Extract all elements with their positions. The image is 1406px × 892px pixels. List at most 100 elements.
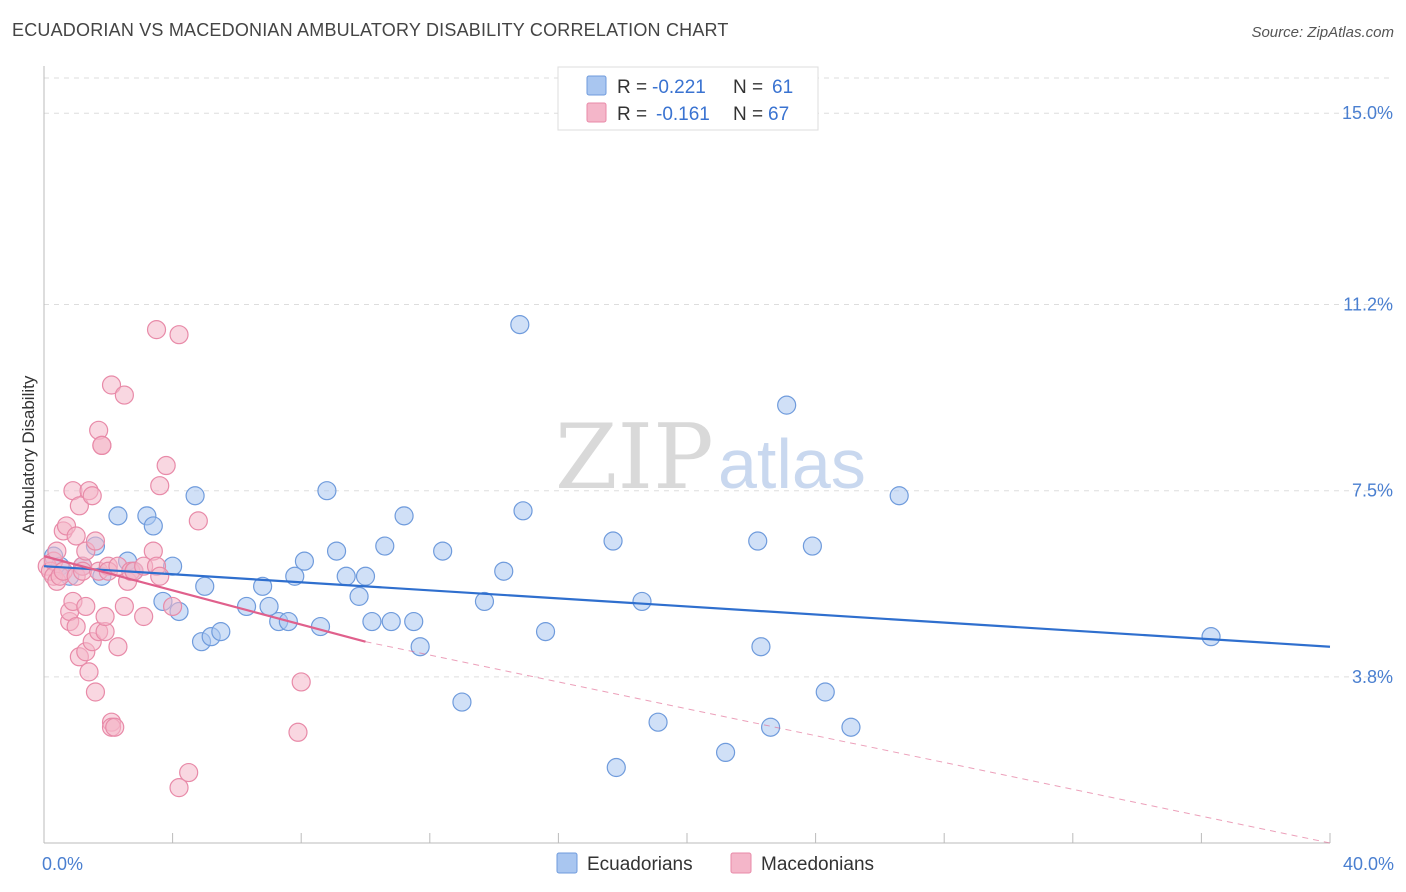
trend-line-ecuadorians bbox=[43, 565, 1331, 648]
legend-n-value-macedonians: 67 bbox=[768, 104, 789, 125]
point-ecuadorians bbox=[404, 611, 424, 632]
watermark-zip: ZIP bbox=[555, 405, 714, 510]
point-macedonians bbox=[82, 486, 102, 506]
legend-bottom: Ecuadorians Macedonians bbox=[556, 852, 874, 875]
point-ecuadorians bbox=[802, 536, 822, 556]
point-macedonians bbox=[163, 596, 183, 617]
legend-bottom-label-macedonians: Macedonians bbox=[761, 854, 874, 875]
point-macedonians bbox=[76, 596, 96, 617]
point-ecuadorians bbox=[452, 692, 472, 712]
y-tick-label: 3.8% bbox=[1352, 667, 1393, 687]
legend-swatch-macedonians bbox=[586, 102, 607, 123]
trend-line-macedonians bbox=[43, 555, 366, 643]
point-ecuadorians bbox=[889, 486, 909, 506]
point-macedonians bbox=[66, 526, 86, 546]
point-macedonians bbox=[114, 596, 134, 617]
point-ecuadorians bbox=[381, 611, 401, 632]
legend-r-label-ecuadorians: R = bbox=[617, 77, 647, 98]
point-macedonians bbox=[150, 566, 170, 586]
point-ecuadorians bbox=[751, 637, 771, 657]
point-macedonians bbox=[92, 435, 112, 456]
point-ecuadorians bbox=[648, 712, 668, 732]
point-ecuadorians bbox=[253, 576, 273, 596]
point-ecuadorians bbox=[349, 586, 369, 606]
point-ecuadorians bbox=[310, 616, 331, 637]
y-tick-label: 7.5% bbox=[1352, 481, 1393, 501]
point-ecuadorians bbox=[474, 591, 495, 612]
point-macedonians bbox=[108, 637, 128, 657]
point-ecuadorians bbox=[841, 717, 861, 737]
point-macedonians bbox=[69, 496, 89, 516]
legend-n-label-ecuadorians: N = bbox=[733, 77, 763, 98]
x-tick-label-min: 0.0% bbox=[42, 854, 83, 874]
trend-lines bbox=[43, 555, 1331, 844]
point-macedonians bbox=[288, 722, 308, 742]
point-ecuadorians bbox=[510, 315, 530, 335]
point-macedonians bbox=[101, 375, 122, 395]
gridlines bbox=[44, 77, 1394, 678]
point-macedonians bbox=[85, 682, 106, 702]
y-tick-label: 15.0% bbox=[1342, 103, 1393, 123]
point-ecuadorians bbox=[748, 531, 768, 551]
point-ecuadorians bbox=[108, 506, 128, 526]
point-ecuadorians bbox=[632, 591, 652, 612]
y-tick-label: 11.2% bbox=[1343, 294, 1393, 314]
y-axis-title: Ambulatory Disability bbox=[19, 375, 38, 534]
point-macedonians bbox=[79, 662, 99, 682]
point-ecuadorians bbox=[494, 561, 514, 581]
point-ecuadorians bbox=[394, 506, 414, 526]
point-ecuadorians bbox=[410, 637, 430, 657]
legend-r-value-ecuadorians: -0.221 bbox=[652, 77, 706, 98]
point-ecuadorians bbox=[603, 531, 623, 551]
point-macedonians bbox=[150, 476, 170, 496]
x-tick-label-max: 40.0% bbox=[1343, 854, 1394, 874]
point-macedonians bbox=[134, 606, 154, 627]
point-ecuadorians bbox=[1201, 627, 1221, 647]
legend-bottom-swatch-ecuadorians bbox=[556, 852, 578, 874]
point-ecuadorians bbox=[326, 541, 347, 561]
point-macedonians bbox=[146, 320, 167, 340]
point-ecuadorians bbox=[760, 717, 781, 737]
legend-n-value-ecuadorians: 61 bbox=[772, 77, 793, 98]
point-macedonians bbox=[179, 762, 199, 783]
point-ecuadorians bbox=[433, 541, 453, 561]
point-ecuadorians bbox=[143, 516, 163, 536]
legend-bottom-label-ecuadorians: Ecuadorians bbox=[587, 854, 693, 875]
point-ecuadorians bbox=[362, 611, 382, 632]
point-ecuadorians bbox=[317, 481, 337, 501]
watermark-atlas: atlas bbox=[718, 425, 866, 503]
point-ecuadorians bbox=[185, 486, 205, 506]
point-macedonians bbox=[85, 531, 106, 551]
point-ecuadorians bbox=[777, 395, 797, 415]
legend-n-label-macedonians: N = bbox=[733, 104, 763, 125]
legend-top: R = -0.221 N = 61 R = -0.161 N = 67 bbox=[557, 66, 819, 131]
trend-extension-macedonians bbox=[365, 641, 1331, 844]
point-macedonians bbox=[95, 606, 115, 627]
point-macedonians bbox=[66, 616, 86, 637]
point-ecuadorians bbox=[815, 682, 835, 702]
legend-bottom-swatch-macedonians bbox=[730, 852, 752, 874]
legend-swatch-ecuadorians bbox=[586, 75, 607, 96]
source-credit: Source: ZipAtlas.com bbox=[1251, 24, 1394, 41]
point-ecuadorians bbox=[195, 576, 215, 596]
point-macedonians bbox=[291, 672, 311, 692]
chart-title: ECUADORIAN VS MACEDONIAN AMBULATORY DISA… bbox=[12, 20, 729, 40]
point-macedonians bbox=[156, 455, 176, 476]
point-macedonians bbox=[105, 717, 125, 737]
point-ecuadorians bbox=[535, 622, 556, 642]
point-ecuadorians bbox=[355, 566, 376, 586]
data-points bbox=[37, 315, 1221, 798]
point-ecuadorians bbox=[211, 622, 231, 642]
y-tick-labels: 3.8% 7.5% 11.2% 15.0% bbox=[1342, 103, 1393, 687]
x-ticks bbox=[43, 833, 1331, 843]
legend-r-label-macedonians: R = bbox=[617, 104, 647, 125]
point-ecuadorians bbox=[513, 501, 533, 521]
point-macedonians bbox=[169, 778, 189, 798]
point-ecuadorians bbox=[375, 536, 395, 556]
legend-r-value-macedonians: -0.161 bbox=[656, 104, 710, 125]
point-ecuadorians bbox=[606, 757, 626, 778]
point-ecuadorians bbox=[336, 566, 356, 586]
point-ecuadorians bbox=[715, 742, 736, 763]
point-macedonians bbox=[188, 511, 208, 531]
